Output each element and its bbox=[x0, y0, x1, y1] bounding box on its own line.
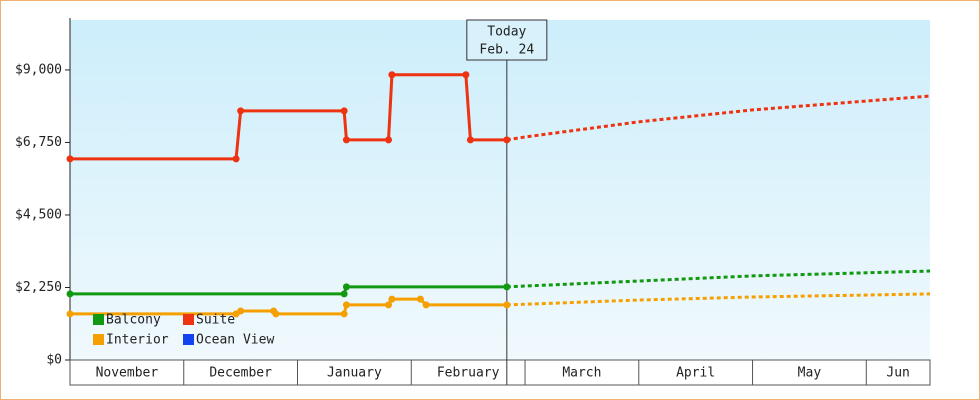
legend-swatch bbox=[93, 314, 104, 325]
y-tick-label: $9,000 bbox=[15, 62, 62, 77]
y-tick-label: $0 bbox=[46, 353, 62, 368]
plot-area bbox=[70, 20, 930, 360]
point bbox=[66, 310, 74, 318]
y-tick-label: $2,250 bbox=[15, 280, 62, 295]
point bbox=[422, 301, 430, 309]
x-tick-label: March bbox=[562, 366, 601, 381]
point bbox=[388, 295, 396, 303]
today-date: Feb. 24 bbox=[479, 43, 534, 58]
y-tick-label: $4,500 bbox=[15, 207, 62, 222]
legend-swatch bbox=[183, 334, 194, 345]
point bbox=[388, 71, 396, 79]
forecast-line bbox=[506, 292, 931, 307]
today-box bbox=[466, 19, 548, 61]
forecast-line bbox=[506, 94, 931, 142]
x-tick-label: May bbox=[798, 366, 822, 381]
point bbox=[342, 283, 350, 291]
point bbox=[66, 290, 74, 298]
legend-label: Ocean View bbox=[196, 333, 274, 348]
legend-swatch bbox=[93, 334, 104, 345]
point bbox=[342, 136, 350, 144]
point bbox=[237, 107, 245, 115]
point bbox=[416, 295, 424, 303]
legend-label: Interior bbox=[106, 333, 169, 348]
point bbox=[340, 310, 348, 318]
point bbox=[503, 136, 511, 144]
point bbox=[342, 301, 350, 309]
today-label: Today bbox=[487, 25, 526, 40]
x-tick-label: February bbox=[437, 366, 500, 381]
x-tick-label: January bbox=[327, 366, 382, 381]
history-line bbox=[70, 73, 507, 161]
point bbox=[272, 310, 280, 318]
point bbox=[385, 301, 393, 309]
x-axis-band bbox=[69, 359, 931, 386]
point bbox=[237, 307, 245, 315]
x-tick-label: November bbox=[96, 366, 159, 381]
history-line bbox=[70, 285, 507, 296]
forecast-line bbox=[506, 269, 931, 289]
point bbox=[462, 71, 470, 79]
x-tick-label: December bbox=[209, 366, 272, 381]
legend-label: Suite bbox=[196, 313, 235, 328]
point bbox=[232, 155, 240, 163]
x-tick-label: Jun bbox=[886, 366, 909, 381]
legend-swatch bbox=[183, 314, 194, 325]
point bbox=[340, 107, 348, 115]
y-tick-label: $6,750 bbox=[15, 135, 62, 150]
point bbox=[503, 283, 511, 291]
legend-label: Balcony bbox=[106, 313, 161, 328]
point bbox=[340, 290, 348, 298]
x-tick-label: April bbox=[676, 366, 715, 381]
point bbox=[503, 301, 511, 309]
point bbox=[66, 155, 74, 163]
point bbox=[385, 136, 393, 144]
point bbox=[466, 136, 474, 144]
